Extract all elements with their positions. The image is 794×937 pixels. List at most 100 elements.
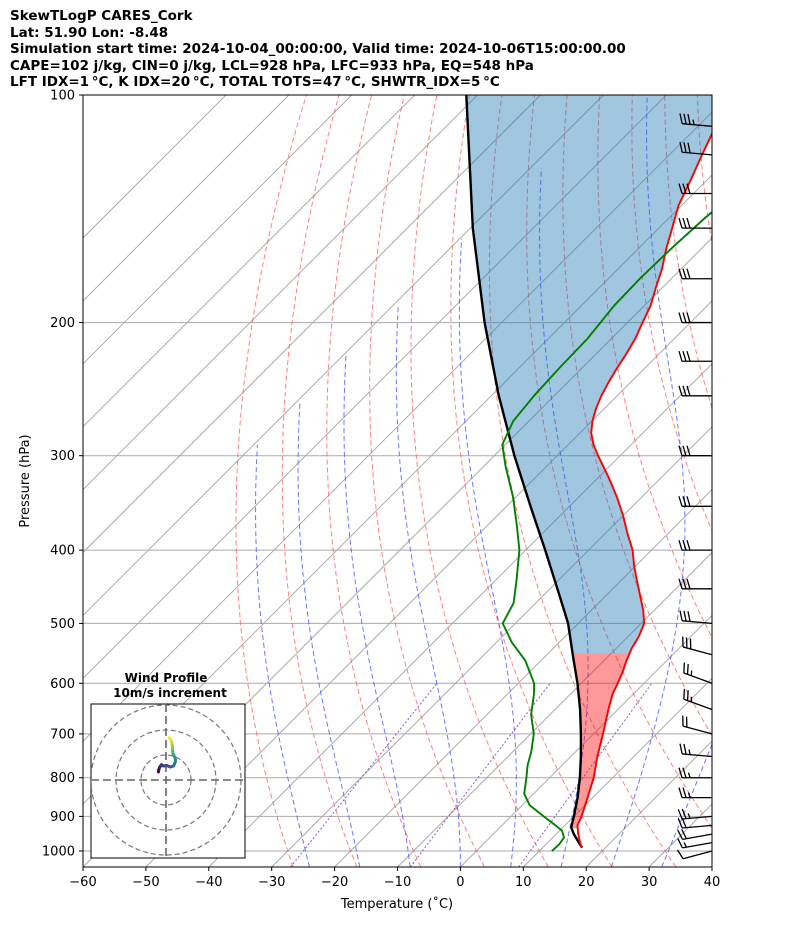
hodograph-title: Wind Profile: [125, 671, 208, 685]
isotherm-line: [83, 95, 478, 491]
y-tick-label: 400: [50, 544, 75, 559]
dry-adiabat: [235, 95, 307, 867]
dry-adiabat: [696, 95, 712, 246]
isotherm-line: [83, 95, 667, 680]
hodograph-segment: [167, 736, 172, 741]
dry-adiabat: [410, 95, 549, 867]
wind-barb: [678, 183, 712, 195]
wind-barb: [678, 496, 712, 507]
x-tick-label: −50: [132, 875, 159, 890]
moist-adiabat: [539, 168, 589, 867]
moist-adiabat: [395, 305, 461, 867]
y-tick-label: 600: [50, 677, 75, 692]
x-tick-label: 30: [641, 875, 658, 890]
wind-barb: [677, 838, 713, 849]
wind-barb: [682, 715, 713, 735]
dry-adiabat: [526, 95, 712, 829]
x-tick-label: 10: [515, 875, 532, 890]
stability-indices-line-2: LFT IDX=1 °C, K IDX=20 °C, TOTAL TOTS=47…: [10, 74, 500, 91]
dry-adiabat: [562, 95, 712, 737]
moist-adiabat: [255, 444, 310, 867]
y-tick-label: 500: [50, 617, 75, 632]
wind-barb: [679, 141, 713, 156]
wind-barbs: [676, 113, 713, 860]
dry-adiabat: [488, 95, 677, 867]
simulation-time-line: Simulation start time: 2024-10-04_00:00:…: [10, 41, 626, 58]
isotherm-line: [83, 95, 541, 554]
x-tick-label: −60: [69, 875, 96, 890]
x-tick-label: −30: [258, 875, 285, 890]
y-tick-label: 700: [50, 727, 75, 742]
dry-adiabat: [763, 95, 794, 867]
dry-adiabat: [664, 95, 712, 410]
x-tick-label: −10: [384, 875, 411, 890]
wind-barb: [679, 610, 713, 625]
isotherm-line: [83, 95, 353, 365]
wind-barb: [683, 662, 713, 684]
dry-adiabat: [326, 95, 422, 867]
dry-adiabat: [450, 95, 613, 867]
dry-adiabat: [369, 95, 485, 867]
x-axis-label: Temperature (˚C): [340, 896, 453, 912]
isotherm-line: [83, 95, 290, 302]
hodograph-plot: [91, 704, 245, 858]
y-tick-label: 900: [50, 810, 75, 825]
wind-barb: [678, 445, 712, 457]
dry-adiabat: [281, 95, 358, 867]
wind-barb: [677, 829, 713, 840]
moist-adiabat: [297, 402, 361, 867]
hodograph-frame: [90, 703, 246, 859]
isotherm-line: [145, 300, 712, 867]
chart-header: SkewTLogP CARES_Cork Lat: 51.90 Lon: -8.…: [10, 8, 780, 91]
wind-barb: [678, 312, 712, 324]
isotherm-line: [83, 95, 416, 428]
mixing-ratio-line: [410, 682, 551, 867]
parcel-profile-line: [465, 95, 584, 849]
isotherm-line: [522, 677, 712, 867]
wind-barb: [678, 351, 712, 362]
moist-adiabat: [343, 353, 411, 867]
profile-curves: [465, 95, 712, 852]
wind-barb: [678, 385, 712, 397]
wind-barb: [678, 539, 712, 551]
isotherm-line: [208, 363, 712, 867]
mixing-ratio-line: [290, 682, 438, 867]
location-line: Lat: 51.90 Lon: -8.48: [10, 24, 169, 41]
wind-barb: [682, 636, 713, 656]
wind-barb: [678, 767, 712, 779]
x-tick-label: 0: [456, 875, 464, 890]
wind-barb: [679, 743, 713, 758]
isotherm-line: [397, 551, 712, 867]
isotherm-line: [334, 488, 712, 867]
y-tick-label: 300: [50, 449, 75, 464]
y-axis-label: Pressure (hPa): [18, 434, 33, 527]
wind-barb: [678, 217, 712, 229]
dewpoint-profile-line: [501, 211, 712, 852]
x-tick-label: −20: [321, 875, 348, 890]
y-tick-label: 200: [50, 316, 75, 331]
dry-adiabat: [631, 95, 712, 533]
isotherm-line: [711, 866, 712, 867]
wind-barb: [678, 787, 712, 799]
cin-area: [466, 95, 712, 654]
dry-adiabat: [730, 95, 794, 867]
hodograph-inset: Wind Profile 10m/s increment: [90, 671, 246, 859]
isotherm-line: [83, 95, 604, 617]
chart-title: SkewTLogP CARES_Cork: [10, 8, 193, 24]
stability-indices-line-1: CAPE=102 j/kg, CIN=0 j/kg, LCL=928 hPa, …: [10, 57, 534, 74]
x-tick-label: −40: [195, 875, 222, 890]
wind-barb: [678, 268, 712, 280]
isotherm-line: [460, 614, 712, 867]
chart-grid: [83, 95, 794, 867]
wind-barb: [677, 808, 713, 820]
y-tick-label: 100: [50, 89, 75, 104]
mixing-ratio-line: [518, 683, 653, 867]
wind-barb: [676, 849, 713, 860]
y-tick-label: 800: [50, 771, 75, 786]
x-tick-label: 40: [704, 875, 721, 890]
moist-adiabat: [458, 238, 517, 867]
wind-barb: [679, 113, 713, 127]
y-tick-label: 1000: [42, 844, 75, 859]
isotherm-line: [83, 95, 227, 239]
